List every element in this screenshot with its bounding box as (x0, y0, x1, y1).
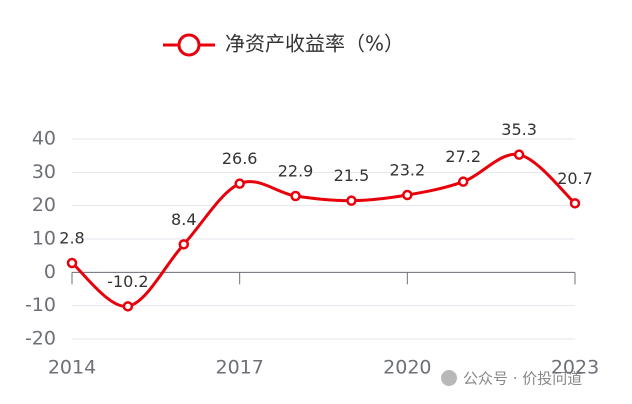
data-label: 21.5 (334, 166, 370, 185)
data-label: 27.2 (445, 147, 481, 166)
point (569, 198, 581, 209)
y-tick-label: 10 (32, 228, 56, 250)
watermark-icon (441, 370, 457, 386)
point (346, 195, 357, 206)
line (71, 152, 577, 308)
data-label: 8.4 (171, 210, 196, 229)
point (513, 149, 525, 160)
y-tick-label: 20 (32, 194, 56, 216)
data-label: 23.2 (390, 161, 426, 180)
y-tick-label: -10 (25, 294, 56, 316)
data-label: 22.9 (278, 162, 314, 181)
data-label: 20.7 (557, 169, 593, 188)
x-tick-label: 2023 (551, 357, 599, 379)
legend-label: 净资产收益率（%） (225, 32, 404, 56)
legend-marker (177, 33, 201, 57)
point (66, 257, 78, 269)
data-label: 2.8 (59, 229, 84, 248)
watermark: 公众号 · 价投问道 (441, 370, 582, 388)
point (234, 178, 245, 189)
y-tick-label: -20 (25, 328, 56, 350)
point (457, 176, 469, 187)
point (178, 239, 190, 250)
point (122, 301, 134, 312)
data-label: 26.6 (222, 149, 258, 168)
point (402, 189, 413, 201)
data-label: -10.2 (107, 272, 148, 291)
point (290, 190, 301, 202)
x-tick-label: 2017 (215, 357, 263, 379)
y-tick-label: 30 (32, 161, 56, 183)
y-tick-label: 0 (44, 261, 56, 283)
x-tick-label: 2014 (48, 357, 96, 379)
x-tick-label: 2020 (383, 357, 431, 379)
data-label: 35.3 (501, 120, 537, 139)
y-tick-label: 40 (32, 128, 56, 150)
watermark-text: 公众号 · 价投问道 (463, 370, 582, 388)
